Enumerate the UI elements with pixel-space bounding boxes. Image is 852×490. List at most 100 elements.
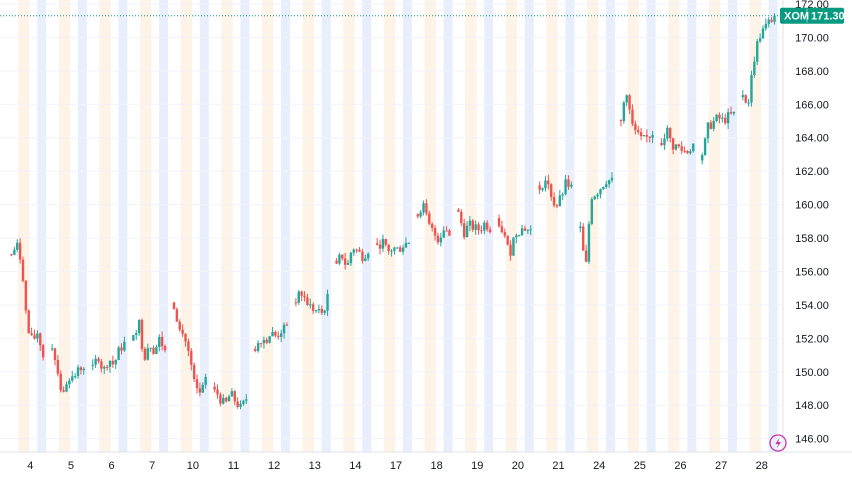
candle-body xyxy=(317,308,321,311)
candle-body xyxy=(279,333,283,337)
candle-body xyxy=(753,61,756,75)
candle-body xyxy=(625,95,628,103)
pre-market-band xyxy=(18,0,30,452)
candle-body xyxy=(579,226,582,228)
candle-body xyxy=(195,379,199,389)
candle-body xyxy=(439,237,443,243)
candle-body xyxy=(436,235,440,243)
candle-body xyxy=(143,348,147,360)
candle-body xyxy=(570,184,573,187)
after-hours-band xyxy=(646,0,656,452)
candle-body xyxy=(190,350,193,365)
candle-body xyxy=(715,114,718,121)
candle-body xyxy=(216,389,219,395)
candle-body xyxy=(756,41,759,62)
candle-body xyxy=(651,134,654,138)
candle-body xyxy=(500,226,504,233)
candle-body xyxy=(663,138,666,146)
candle-body xyxy=(433,227,437,236)
date-tick-label: 19 xyxy=(471,460,483,472)
price-tick-label: 148.00 xyxy=(795,400,829,412)
after-hours-band xyxy=(118,0,128,452)
after-hours-band xyxy=(37,0,47,452)
candle-body xyxy=(683,150,686,152)
candle-body xyxy=(567,179,570,187)
candle-body xyxy=(425,203,428,214)
candle-body xyxy=(526,229,530,231)
candle-body xyxy=(117,347,120,360)
candle-body xyxy=(338,254,341,264)
pre-market-band xyxy=(505,0,518,452)
candle-body xyxy=(68,380,71,385)
candle-body xyxy=(642,135,646,137)
candle-body xyxy=(105,366,109,368)
candle-body xyxy=(401,247,405,252)
candle-body xyxy=(497,218,501,227)
pre-market-band xyxy=(627,0,640,452)
candle-body xyxy=(274,331,277,336)
candle-body xyxy=(758,38,762,42)
candle-body xyxy=(259,343,263,345)
candle-body xyxy=(114,359,117,365)
candle-body xyxy=(245,399,248,401)
candle-body xyxy=(233,391,236,402)
candle-body xyxy=(111,360,115,365)
candle-body xyxy=(448,230,451,236)
candle-body xyxy=(294,302,298,304)
after-hours-band xyxy=(606,0,616,452)
pre-market-band xyxy=(708,0,721,452)
candle-body xyxy=(323,310,326,313)
candle-body xyxy=(561,194,564,196)
candle-body xyxy=(465,225,469,238)
after-hours-band xyxy=(687,0,697,452)
candle-body xyxy=(761,28,765,39)
time-axis[interactable]: 4 5 6 7 10 11 12 13 14 17 18 19 20 21 24 25 26 27 28 xyxy=(0,451,852,472)
after-hours-band xyxy=(727,0,737,452)
candle-body xyxy=(390,250,393,252)
candle-body xyxy=(387,244,390,252)
lightning-bolt-glyph xyxy=(775,437,781,449)
candle-body xyxy=(741,95,745,98)
candle-body xyxy=(480,230,483,232)
lightning-bolt-icon[interactable] xyxy=(769,434,787,452)
candle-body xyxy=(56,360,60,374)
price-tick-label: 162.00 xyxy=(795,166,829,178)
candle-body xyxy=(355,249,358,251)
candle-body xyxy=(718,114,721,119)
candle-body xyxy=(703,138,707,156)
price-axis[interactable]: 146.00 148.00 150.00 152.00 154.00 156.00 158.… xyxy=(782,0,829,452)
candle-body xyxy=(230,391,234,397)
candle-body xyxy=(549,184,553,197)
candle-body xyxy=(689,151,692,154)
after-hours-band xyxy=(281,0,290,452)
candle-body xyxy=(59,373,62,391)
pre-market-band xyxy=(424,0,436,452)
candle-body xyxy=(680,146,683,151)
candle-body xyxy=(53,348,57,361)
candle-body xyxy=(384,238,387,245)
candle-body xyxy=(239,403,242,407)
after-hours-band xyxy=(159,0,169,452)
candle-body xyxy=(732,111,736,114)
candle-body xyxy=(547,180,550,185)
pre-market-band xyxy=(465,0,477,452)
pre-market-band xyxy=(587,0,599,452)
pre-market-band xyxy=(383,0,396,452)
date-tick-label: 12 xyxy=(268,460,280,472)
date-tick-label: 10 xyxy=(187,460,199,472)
date-tick-label: 5 xyxy=(68,460,74,472)
candle-body xyxy=(596,194,599,197)
date-tick-label: 17 xyxy=(390,460,402,472)
date-tick-label: 13 xyxy=(309,460,321,472)
candle-body xyxy=(285,324,289,326)
candle-body xyxy=(581,226,585,251)
candle-body xyxy=(645,135,649,137)
price-tick-label: 158.00 xyxy=(795,233,829,245)
candle-body xyxy=(602,187,605,190)
candle-body xyxy=(358,249,361,252)
after-hours-band xyxy=(77,0,87,452)
pre-market-band xyxy=(180,0,193,452)
candle-body xyxy=(381,238,385,249)
